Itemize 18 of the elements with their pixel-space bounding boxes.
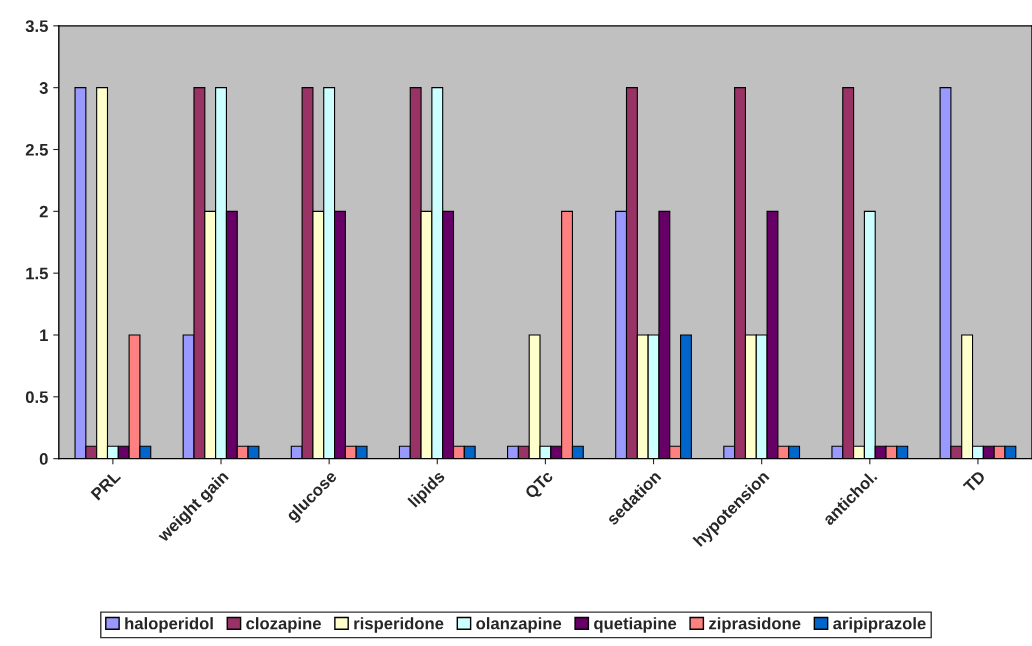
- y-tick-label: 0: [39, 453, 48, 465]
- x-tick-label: QTc: [524, 469, 556, 502]
- y-tick-label: 2: [39, 205, 48, 218]
- y-tick-label: 2.5: [25, 143, 48, 156]
- x-tick-label: TD: [962, 470, 986, 494]
- y-tick-label: 3.5: [25, 20, 48, 33]
- legend-label: olanzapine: [476, 617, 562, 633]
- y-tick-label: 1.5: [26, 267, 48, 280]
- y-tick-label: 0.5: [25, 391, 48, 404]
- legend-label: clozapine: [246, 617, 321, 633]
- legend-label: haloperidol: [125, 617, 213, 633]
- y-tick-label: 3: [39, 82, 48, 94]
- legend-label: quetiapine: [594, 617, 677, 633]
- y-tick-label: 1: [40, 329, 48, 342]
- x-tick-label: PRL: [90, 469, 122, 501]
- legend-label: risperidone: [354, 617, 444, 633]
- legend-label: ziprasidone: [709, 617, 801, 633]
- legend-label: aripiprazole: [833, 617, 926, 633]
